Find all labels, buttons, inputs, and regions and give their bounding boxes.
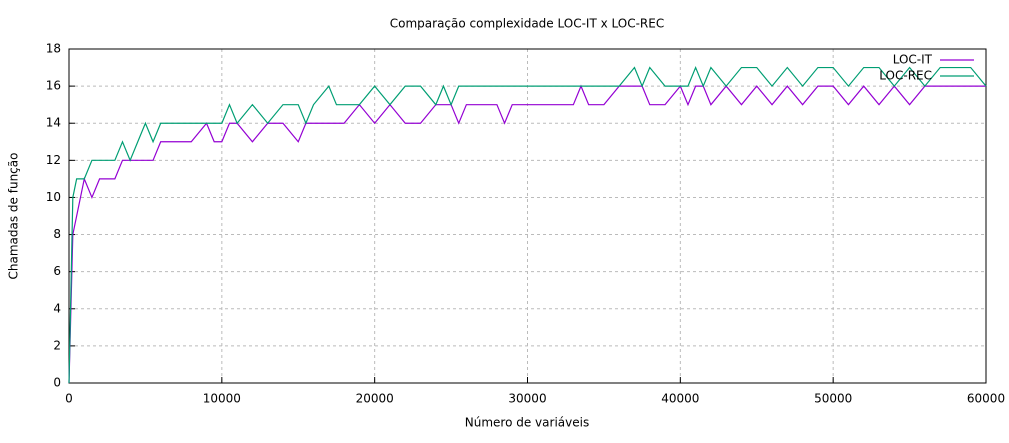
x-tick-label: 50000 [814, 392, 852, 406]
x-tick-label: 20000 [356, 392, 394, 406]
x-tick-label: 60000 [967, 392, 1005, 406]
legend-label: LOC-REC [879, 69, 932, 83]
legend-label: LOC-IT [893, 53, 933, 67]
y-tick-label: 10 [46, 190, 61, 204]
y-tick-label: 4 [53, 301, 61, 315]
y-tick-label: 8 [53, 227, 61, 241]
x-tick-label: 30000 [508, 392, 546, 406]
x-axis-label: Número de variáveis [465, 416, 589, 430]
series-line [68, 65, 987, 384]
y-tick-label: 6 [53, 264, 61, 278]
x-tick-label: 0 [65, 392, 73, 406]
chart-title: Comparação complexidade LOC-IT x LOC-REC [390, 17, 664, 31]
plot-border [68, 48, 987, 384]
y-axis-label: Chamadas de função [7, 153, 21, 280]
y-tick-label: 14 [46, 116, 61, 130]
series-line [68, 84, 986, 384]
y-tick-label: 16 [46, 79, 61, 93]
y-tick-label: 0 [53, 376, 61, 390]
y-tick-label: 18 [46, 42, 61, 56]
y-tick-label: 2 [53, 338, 61, 352]
x-tick-label: 10000 [203, 392, 241, 406]
x-tick-label: 40000 [661, 392, 699, 406]
y-tick-label: 12 [46, 153, 61, 167]
